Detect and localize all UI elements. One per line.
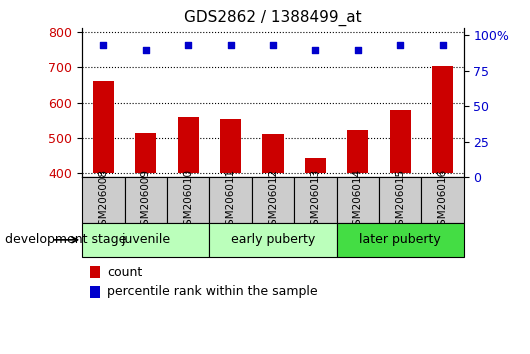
Bar bbox=[178, 117, 199, 173]
Text: early puberty: early puberty bbox=[231, 233, 315, 246]
Point bbox=[99, 42, 108, 48]
Point bbox=[438, 42, 447, 48]
Text: development stage: development stage bbox=[5, 233, 127, 246]
Point bbox=[142, 47, 150, 52]
Text: GSM206015: GSM206015 bbox=[395, 169, 405, 232]
Point bbox=[354, 47, 362, 52]
Bar bbox=[125, 177, 167, 223]
Text: GSM206011: GSM206011 bbox=[226, 169, 235, 232]
Bar bbox=[252, 177, 294, 223]
Point bbox=[184, 42, 192, 48]
Bar bbox=[220, 119, 241, 173]
Bar bbox=[337, 223, 464, 257]
Text: GSM206014: GSM206014 bbox=[353, 169, 363, 232]
Text: GSM206009: GSM206009 bbox=[141, 169, 151, 232]
Bar bbox=[82, 223, 209, 257]
Bar bbox=[209, 177, 252, 223]
Bar bbox=[167, 177, 209, 223]
Bar bbox=[262, 134, 284, 173]
Text: GSM206008: GSM206008 bbox=[99, 169, 108, 232]
Title: GDS2862 / 1388499_at: GDS2862 / 1388499_at bbox=[184, 9, 362, 25]
Bar bbox=[90, 286, 101, 298]
Point bbox=[269, 42, 277, 48]
Text: GSM206013: GSM206013 bbox=[311, 169, 320, 232]
Text: GSM206016: GSM206016 bbox=[438, 169, 447, 232]
Bar bbox=[379, 177, 421, 223]
Text: count: count bbox=[107, 266, 142, 279]
Point bbox=[396, 42, 404, 48]
Bar bbox=[421, 177, 464, 223]
Text: GSM206010: GSM206010 bbox=[183, 169, 193, 232]
Bar bbox=[90, 266, 101, 278]
Bar bbox=[135, 133, 156, 173]
Text: percentile rank within the sample: percentile rank within the sample bbox=[107, 285, 317, 298]
Bar bbox=[305, 158, 326, 173]
Point bbox=[226, 42, 235, 48]
Bar bbox=[294, 177, 337, 223]
Bar bbox=[93, 81, 114, 173]
Point bbox=[311, 47, 320, 52]
Text: GSM206012: GSM206012 bbox=[268, 169, 278, 232]
Bar bbox=[209, 223, 337, 257]
Bar bbox=[390, 110, 411, 173]
Bar bbox=[82, 177, 125, 223]
Text: later puberty: later puberty bbox=[359, 233, 441, 246]
Bar bbox=[432, 66, 453, 173]
Text: juvenile: juvenile bbox=[121, 233, 170, 246]
Bar bbox=[347, 130, 368, 173]
Bar bbox=[337, 177, 379, 223]
